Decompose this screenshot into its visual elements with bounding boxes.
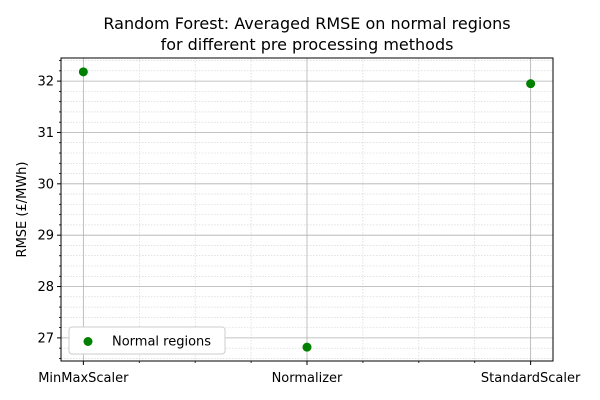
data-point-minmaxscaler [78, 67, 88, 77]
x-tick-label-normalizer: Normalizer [272, 371, 343, 386]
legend-box [68, 326, 226, 355]
y-tick-label: 30 [37, 177, 54, 192]
data-point-normalizer [302, 342, 312, 352]
legend: Normal regions [68, 326, 226, 355]
y-tick-label: 29 [37, 229, 54, 244]
chart-title-line-1: Random Forest: Averaged RMSE on normal r… [103, 14, 510, 33]
y-tick-label: 27 [37, 331, 54, 346]
data-point-standardscaler [526, 79, 536, 89]
grid [61, 58, 553, 361]
chart-title-line-2: for different pre processing methods [161, 35, 454, 54]
y-tick-label: 28 [37, 280, 54, 295]
legend-label-normal-regions: Normal regions [112, 335, 211, 350]
y-tick-label: 31 [37, 126, 54, 141]
y-tick-label: 32 [37, 75, 54, 90]
x-tick-label-minmaxscaler: MinMaxScaler [38, 371, 129, 386]
chart-title: Random Forest: Averaged RMSE on normal r… [103, 14, 510, 54]
legend-marker [83, 337, 93, 346]
axis-ticks: 27 28 29 30 31 32 MinMaxScaler Normalizer Standa… [37, 60, 581, 386]
x-tick-label-standardscaler: StandardScaler [481, 371, 581, 386]
data-points [78, 67, 536, 352]
y-axis-label: RMSE (£/MWh) [15, 162, 30, 258]
